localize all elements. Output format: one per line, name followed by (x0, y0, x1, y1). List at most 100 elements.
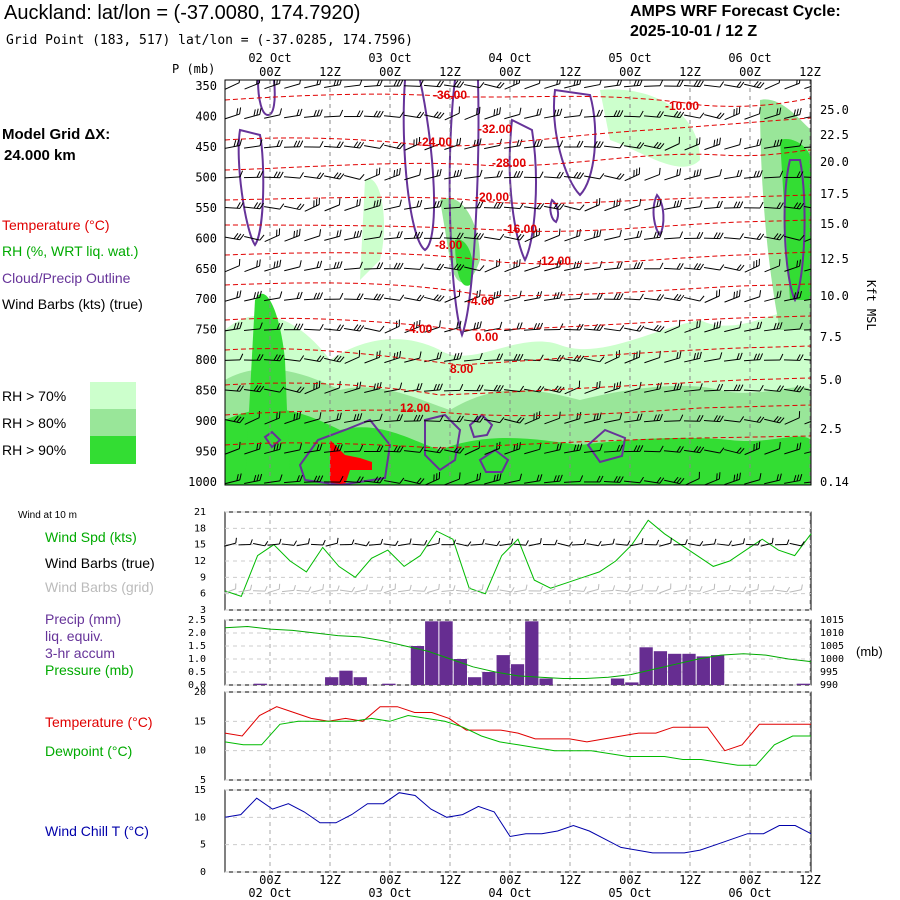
wind-barb (324, 355, 345, 363)
wind-barb (244, 107, 262, 120)
wind-barb (623, 445, 644, 453)
wind-barb (723, 233, 744, 240)
wind-barb (383, 445, 404, 453)
surface-wind-barb (310, 539, 326, 546)
wind-barb (524, 259, 542, 272)
panel-y-tick: 5 (200, 775, 206, 786)
wind-barb (344, 230, 362, 241)
wind-barb (704, 137, 721, 151)
wind-barb (423, 383, 443, 392)
surface-wind-barb-grid (687, 586, 703, 592)
wind-barb (763, 170, 784, 179)
wind-barb (324, 412, 342, 424)
precip-bar (496, 655, 510, 685)
wind-barb (225, 321, 243, 332)
wind-barb (663, 80, 684, 87)
legend-rh90: RH > 90% (2, 442, 67, 458)
wind-barb (643, 230, 663, 240)
panel-y-tick: 18 (194, 523, 206, 534)
legend-rh: RH (%, WRT liq. wat.) (2, 243, 139, 259)
wind-barb (304, 197, 320, 212)
wind-barb (284, 443, 302, 454)
precip-bar (382, 683, 396, 685)
wind-barb (363, 262, 384, 270)
surface-wind-barb (224, 537, 237, 547)
wind-barb (723, 352, 743, 362)
wind-barb (323, 324, 344, 332)
wind-barb (664, 136, 680, 151)
surface-wind-barb-grid (716, 584, 731, 593)
kft-tick-label: 0.14 (820, 475, 849, 489)
panel-y-tick: 1.0 (188, 654, 206, 665)
wind-barb (624, 198, 642, 211)
wind-barb (444, 352, 463, 362)
precip-bar (639, 647, 653, 685)
wind-barb (603, 110, 624, 118)
bottom-time-tick: 00Z (499, 873, 521, 887)
temperature-contour-label: -12.00 (537, 254, 571, 268)
wind-barb (283, 291, 303, 301)
windchill-panel: 15 10 5 0 (194, 785, 812, 878)
wind-barb (644, 324, 665, 333)
surface-wind-barb-grid (789, 584, 803, 593)
legend-pressure: Pressure (mb) (45, 662, 134, 678)
pressure-tick-label: 350 (195, 79, 217, 93)
wind-barb (763, 353, 784, 361)
wind-barb (584, 229, 602, 242)
wind-barb (363, 413, 383, 423)
wind-barb (604, 325, 625, 332)
wind-barb (684, 168, 702, 180)
surface-wind-barb-grid (702, 583, 716, 594)
wind-barb (764, 259, 781, 273)
wind-barb (444, 263, 465, 271)
precip-bar (453, 659, 467, 685)
wind-barb (643, 110, 664, 118)
surface-wind-barb-grid (238, 584, 253, 593)
temperature-contour-label: -10.00 (665, 99, 699, 113)
wind-barb (664, 168, 682, 181)
surface-wind-barb (789, 541, 805, 547)
wind-barb (243, 322, 263, 332)
bottom-date-label: 06 Oct (728, 886, 771, 900)
wind-barb (423, 415, 444, 422)
wind-barb (444, 289, 461, 303)
surface-wind-barb-grid (339, 586, 356, 593)
wind-barb (324, 198, 341, 212)
wind-barb (724, 264, 745, 271)
legend-wind-barbs: Wind Barbs (kts) (true) (2, 296, 143, 312)
wind-barb (444, 320, 462, 333)
wind-barb (804, 417, 811, 425)
wind-barb (704, 169, 722, 180)
surface-wind-barb-grid (397, 584, 412, 593)
wind-barb (724, 321, 742, 333)
wind-barb (304, 443, 323, 454)
station-title: Auckland: lat/lon = (-37.0080, 174.7920) (4, 2, 361, 24)
kft-tick-label: 7.5 (820, 330, 842, 344)
wind-barb (563, 475, 584, 483)
wind-barb (664, 293, 685, 302)
wind-barb (463, 352, 483, 362)
wind-barb (504, 473, 522, 485)
wind-barb (623, 293, 644, 301)
surface-wind-barb (716, 540, 732, 546)
bottom-time-tick: 12Z (559, 873, 581, 887)
temperature-labels: -36.00 -10.00 -24.00 -32.00 -28.00 -20.00 -16.… (400, 88, 699, 415)
panel-y-tick: 0.5 (188, 667, 206, 678)
wind-barb (364, 382, 382, 394)
pressure-axis-title: P (mb) (172, 62, 216, 76)
surface-wind-barb-grid (369, 585, 384, 592)
wind-barb (564, 412, 582, 424)
surface-wind-barb-grid (630, 584, 644, 593)
wind-barb (303, 109, 323, 118)
wind-barb (484, 81, 505, 89)
wind-barb (464, 81, 485, 89)
wind-barb (264, 442, 282, 455)
wind-barb (803, 145, 811, 149)
wind-barb (504, 80, 521, 90)
wind-barb (423, 263, 445, 271)
wind-barb (284, 203, 305, 211)
bottom-date-label: 02 Oct (248, 886, 291, 900)
wind-barb (684, 320, 701, 333)
wind-barb (523, 171, 544, 179)
wind-barb (564, 443, 583, 454)
